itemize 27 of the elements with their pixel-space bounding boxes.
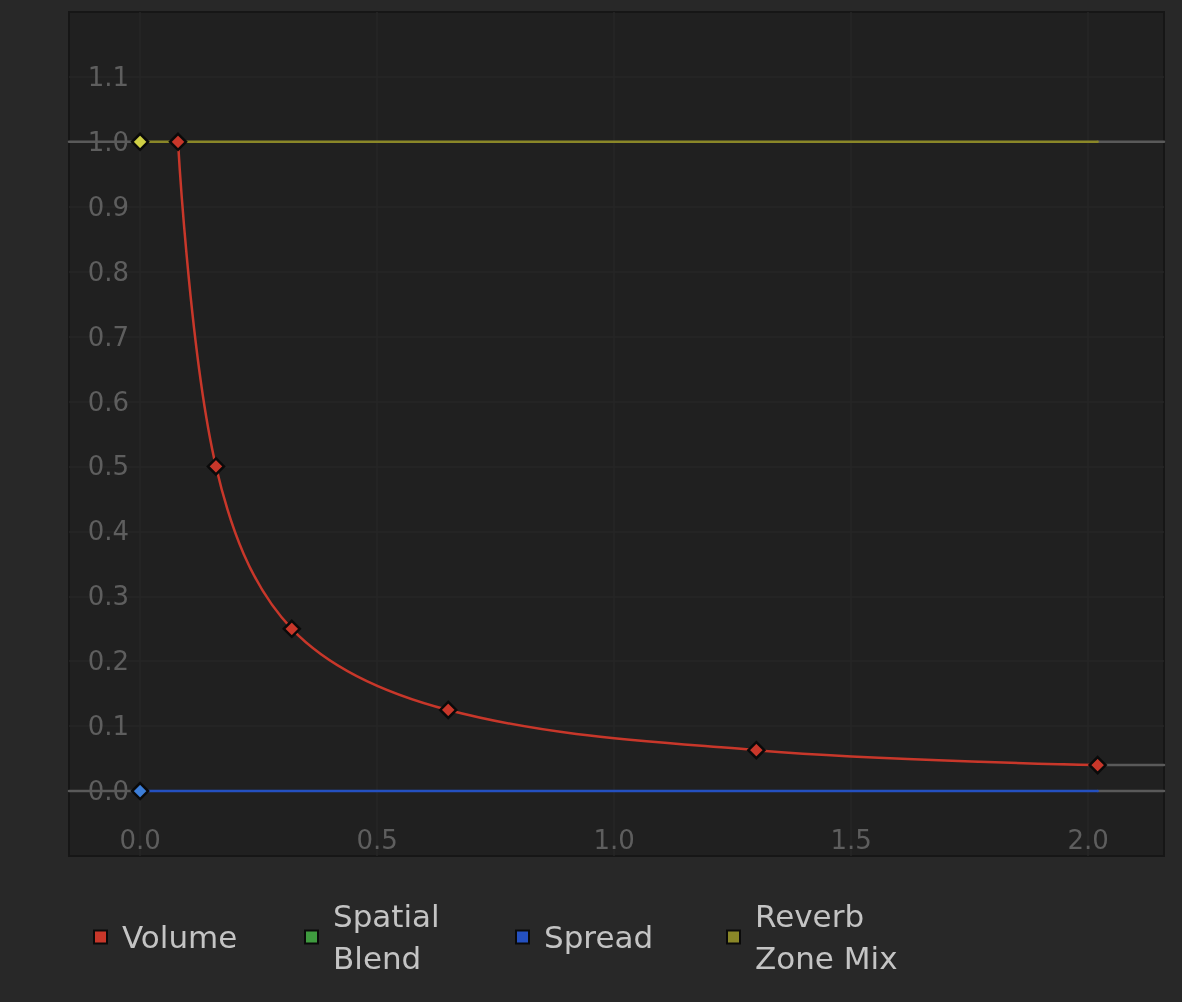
y-tick-label: 0.8	[87, 256, 129, 287]
y-tick-label: 0.6	[87, 386, 129, 417]
y-tick-label: 1.1	[87, 61, 129, 92]
point	[282, 619, 302, 639]
point	[168, 132, 188, 152]
y-tick-label: 0.3	[87, 581, 129, 612]
point	[206, 457, 226, 476]
legend-label: Spread	[544, 919, 654, 955]
point	[1088, 755, 1107, 775]
x-tick-label: 2.0	[1067, 825, 1109, 855]
y-tick-label: 0.7	[87, 321, 129, 352]
legend-label: Reverb Zone Mix	[755, 898, 898, 976]
point	[438, 700, 458, 720]
point	[130, 132, 150, 152]
legend-label: Spatial Blend	[333, 898, 450, 976]
point	[747, 740, 766, 760]
x-tick-label: 0.5	[356, 825, 398, 855]
legend-label: Volume	[122, 919, 238, 955]
x-tick-label: 1.0	[593, 825, 635, 855]
y-tick-label: 0.9	[87, 191, 129, 222]
y-tick-label: 0.2	[87, 646, 129, 677]
y-tick-label: 0.4	[87, 516, 129, 547]
x-tick-label: 1.5	[830, 825, 872, 855]
x-tick-label: 0.0	[119, 825, 161, 855]
y-tick-label: 0.5	[87, 451, 129, 482]
y-tick-label: 0.1	[87, 711, 129, 742]
point	[130, 781, 150, 801]
